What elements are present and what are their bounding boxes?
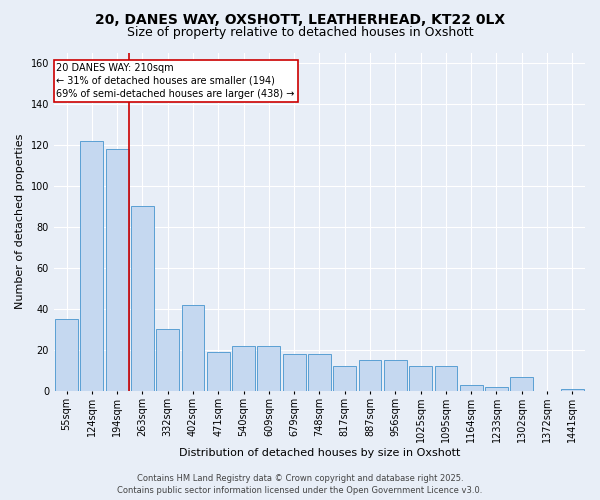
Bar bbox=[384, 360, 407, 391]
Bar bbox=[485, 387, 508, 391]
Bar bbox=[131, 206, 154, 391]
Bar bbox=[80, 140, 103, 391]
Bar bbox=[511, 376, 533, 391]
Text: Size of property relative to detached houses in Oxshott: Size of property relative to detached ho… bbox=[127, 26, 473, 39]
Bar bbox=[106, 149, 128, 391]
Bar bbox=[308, 354, 331, 391]
X-axis label: Distribution of detached houses by size in Oxshott: Distribution of detached houses by size … bbox=[179, 448, 460, 458]
Bar bbox=[434, 366, 457, 391]
Bar bbox=[207, 352, 230, 391]
Bar bbox=[257, 346, 280, 391]
Bar bbox=[409, 366, 432, 391]
Bar bbox=[232, 346, 255, 391]
Text: Contains HM Land Registry data © Crown copyright and database right 2025.
Contai: Contains HM Land Registry data © Crown c… bbox=[118, 474, 482, 495]
Y-axis label: Number of detached properties: Number of detached properties bbox=[15, 134, 25, 310]
Bar bbox=[283, 354, 305, 391]
Bar bbox=[460, 384, 482, 391]
Text: 20 DANES WAY: 210sqm
← 31% of detached houses are smaller (194)
69% of semi-deta: 20 DANES WAY: 210sqm ← 31% of detached h… bbox=[56, 63, 295, 99]
Bar bbox=[561, 389, 584, 391]
Text: 20, DANES WAY, OXSHOTT, LEATHERHEAD, KT22 0LX: 20, DANES WAY, OXSHOTT, LEATHERHEAD, KT2… bbox=[95, 12, 505, 26]
Bar bbox=[359, 360, 382, 391]
Bar bbox=[182, 305, 205, 391]
Bar bbox=[334, 366, 356, 391]
Bar bbox=[55, 319, 78, 391]
Bar bbox=[157, 330, 179, 391]
